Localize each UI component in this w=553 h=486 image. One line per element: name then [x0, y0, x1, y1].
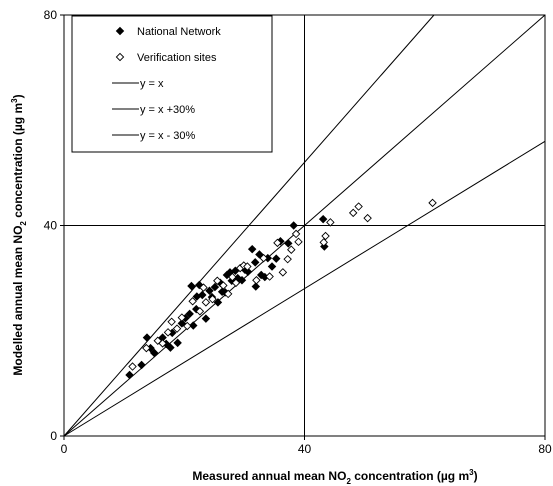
data-point-verification-site — [208, 294, 217, 304]
data-point-national-network — [237, 275, 247, 285]
data-point-national-network — [125, 370, 134, 380]
data-point-national-network — [201, 314, 211, 323]
data-point-verification-site — [163, 328, 173, 337]
data-point-verification-site — [243, 262, 252, 271]
legend-label: y = x - 30% — [140, 130, 196, 142]
data-point-national-network — [272, 254, 281, 263]
y-tick-label: 0 — [50, 429, 57, 443]
data-point-verification-site — [142, 343, 151, 353]
y-tick-label: 40 — [44, 219, 58, 233]
data-point-national-network — [250, 258, 260, 267]
data-point-verification-site — [231, 278, 241, 288]
data-point-national-network — [251, 282, 261, 291]
x-tick-label: 80 — [538, 442, 552, 456]
data-point-verification-site — [201, 298, 211, 307]
data-point-national-network — [173, 338, 182, 348]
data-point-verification-site — [348, 208, 358, 218]
data-point-national-network — [177, 319, 187, 328]
data-point-verification-site — [278, 268, 288, 277]
data-point-national-network — [192, 304, 201, 314]
data-point-national-network — [142, 333, 152, 342]
data-point-verification-site — [294, 237, 303, 247]
data-point-verification-site — [363, 213, 372, 223]
data-point-national-network — [318, 214, 328, 224]
data-point-verification-site — [259, 253, 268, 263]
data-point-verification-site — [188, 297, 197, 306]
data-point-verification-site — [158, 339, 167, 348]
data-point-verification-site — [326, 218, 335, 227]
data-point-national-network — [255, 250, 264, 259]
data-point-verification-site — [183, 321, 192, 331]
y-axis-title: Modelled annual mean NO2 concentration (… — [10, 94, 28, 375]
data-point-national-network — [256, 270, 266, 280]
data-point-national-network — [213, 298, 223, 307]
data-point-national-network — [284, 239, 293, 248]
data-point-verification-site — [321, 231, 330, 241]
data-point-verification-site — [354, 202, 363, 211]
data-point-verification-site — [167, 317, 176, 327]
data-point-verification-site — [291, 229, 301, 239]
data-point-verification-site — [265, 272, 274, 281]
data-point-national-network — [185, 309, 194, 319]
data-point-national-network — [267, 262, 277, 271]
legend-box — [71, 15, 273, 153]
data-point-verification-site — [195, 307, 205, 316]
data-points — [125, 198, 437, 380]
data-point-verification-site — [213, 276, 222, 285]
data-point-national-network — [137, 360, 146, 370]
data-point-verification-site — [172, 324, 182, 333]
data-point-verification-site — [273, 238, 282, 248]
data-point-verification-site — [219, 281, 228, 290]
data-point-national-network — [149, 348, 159, 358]
x-tick-label: 40 — [298, 442, 312, 456]
data-point-verification-site — [428, 198, 437, 208]
legend: National Network Verification sites y = x y… — [71, 15, 273, 153]
legend-filled-diamond-marker — [115, 26, 125, 36]
data-point-national-network — [198, 290, 207, 300]
legend-label: National Network — [137, 26, 221, 38]
data-point-national-network — [227, 276, 236, 285]
legend-open-diamond-marker — [115, 52, 125, 62]
data-point-verification-site — [199, 283, 208, 292]
data-point-verification-site — [153, 336, 163, 345]
legend-label: y = x — [140, 78, 164, 90]
data-point-verification-site — [223, 289, 233, 299]
legend-label: Verification sites — [137, 52, 217, 64]
axis-ticks: 0 40 80 0 40 80 — [44, 8, 552, 456]
data-point-national-network — [247, 244, 257, 254]
data-point-verification-site — [319, 238, 328, 247]
data-point-verification-site — [283, 254, 292, 264]
x-axis-title: Measured annual mean NO2 concentration (… — [192, 468, 477, 486]
data-point-verification-site — [287, 245, 296, 254]
data-point-national-network — [166, 343, 175, 352]
data-point-verification-site — [177, 313, 187, 322]
data-point-national-network — [205, 286, 214, 295]
legend-label: y = x +30% — [140, 104, 195, 116]
y-tick-label: 80 — [44, 8, 58, 22]
data-point-national-network — [187, 281, 196, 291]
data-point-verification-site — [128, 362, 137, 371]
data-point-verification-site — [228, 272, 237, 282]
data-point-national-network — [243, 267, 253, 277]
x-tick-label: 0 — [61, 442, 68, 456]
data-point-verification-site — [252, 275, 261, 285]
reference-line — [63, 140, 546, 437]
data-point-national-network — [210, 282, 220, 292]
reference-line — [63, 14, 435, 437]
data-point-national-network — [289, 221, 298, 230]
data-point-national-network — [189, 321, 198, 330]
